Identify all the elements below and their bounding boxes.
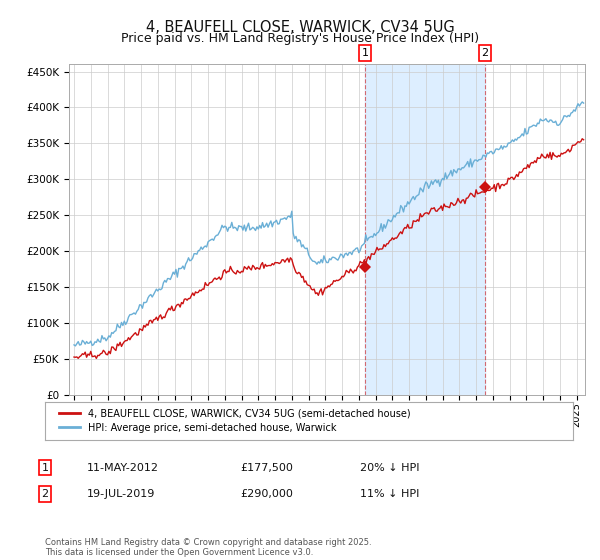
Bar [365,64,485,395]
Text: 2: 2 [482,48,489,58]
Text: 11% ↓ HPI: 11% ↓ HPI [360,489,419,499]
Text: £290,000: £290,000 [240,489,293,499]
Text: 2: 2 [41,489,49,499]
Text: 11-MAY-2012: 11-MAY-2012 [87,463,159,473]
Text: Price paid vs. HM Land Registry's House Price Index (HPI): Price paid vs. HM Land Registry's House … [121,32,479,45]
Text: 1: 1 [361,48,368,58]
Text: Contains HM Land Registry data © Crown copyright and database right 2025.
This d: Contains HM Land Registry data © Crown c… [45,538,371,557]
Text: £177,500: £177,500 [240,463,293,473]
Legend: 4, BEAUFELL CLOSE, WARWICK, CV34 5UG (semi-detached house), HPI: Average price, : 4, BEAUFELL CLOSE, WARWICK, CV34 5UG (se… [55,404,415,437]
Text: 20% ↓ HPI: 20% ↓ HPI [360,463,419,473]
Text: 19-JUL-2019: 19-JUL-2019 [87,489,155,499]
Text: 4, BEAUFELL CLOSE, WARWICK, CV34 5UG: 4, BEAUFELL CLOSE, WARWICK, CV34 5UG [146,20,454,35]
Text: 1: 1 [41,463,49,473]
